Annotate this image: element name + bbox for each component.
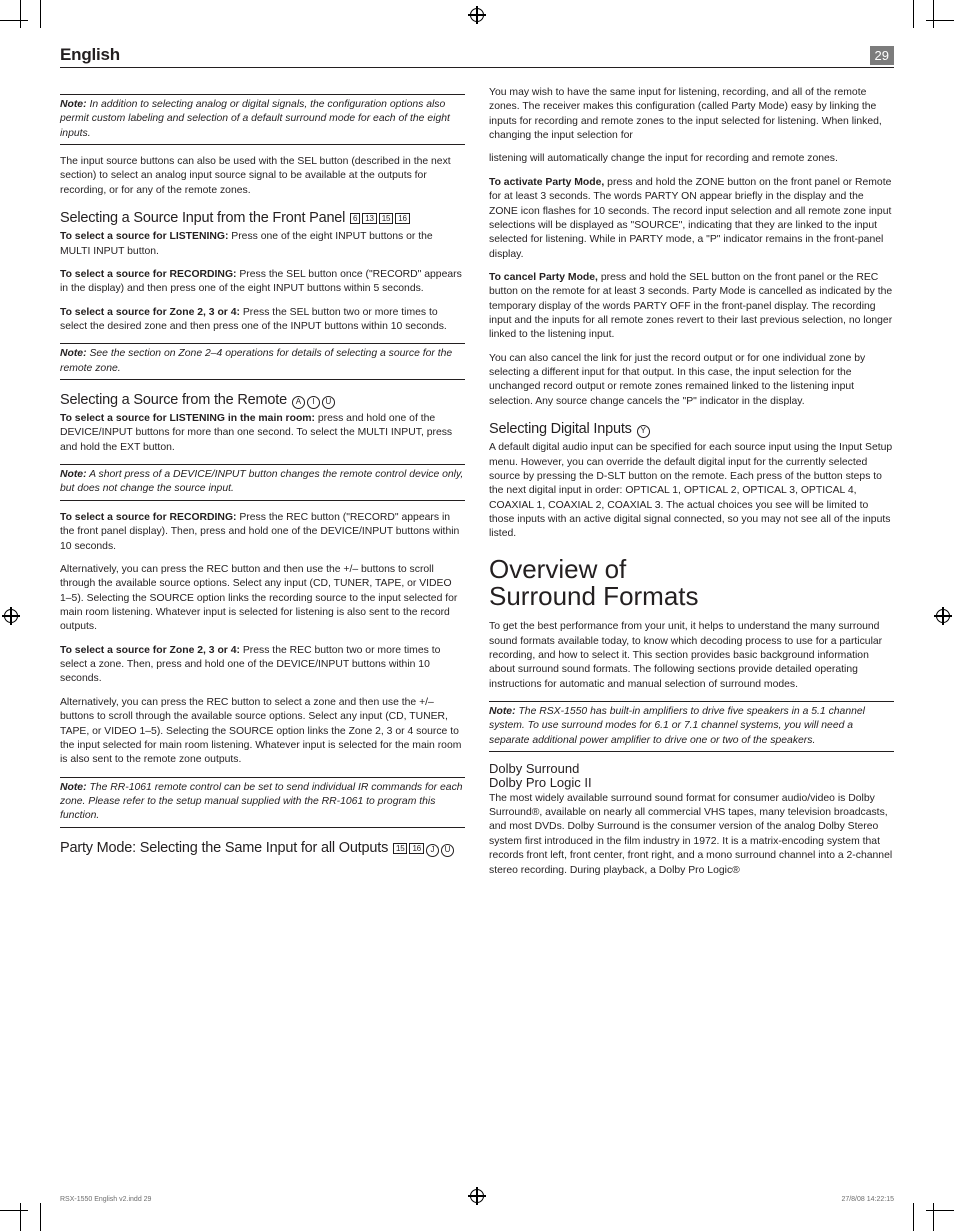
note-text: See the section on Zone 2–4 operations f… — [60, 348, 452, 373]
run-in-text: press and hold the ZONE button on the fr… — [489, 177, 891, 260]
registration-mark-icon — [2, 607, 20, 625]
crop-mark — [40, 1203, 41, 1231]
ref-box-icon: 16 — [395, 213, 410, 224]
note-label: Note: — [489, 706, 516, 717]
note-box: Note: In addition to selecting analog or… — [60, 94, 465, 145]
crop-mark — [913, 0, 914, 28]
section-heading: Selecting a Source from the Remote AIU — [60, 390, 465, 410]
note-label: Note: — [60, 99, 87, 110]
crop-mark — [913, 1203, 914, 1231]
section-heading: Selecting a Source Input from the Front … — [60, 208, 465, 228]
body-para: To select a source for Zone 2, 3 or 4: P… — [60, 644, 465, 687]
crop-mark — [20, 0, 21, 28]
ref-circle-icon: I — [307, 396, 320, 409]
note-box: Note: See the section on Zone 2–4 operat… — [60, 343, 465, 380]
footer-timestamp: 27/8/08 14:22:15 — [841, 1196, 894, 1203]
run-in-bold: To select a source for RECORDING: — [60, 269, 236, 280]
body-para: Alternatively, you can press the REC but… — [60, 696, 465, 768]
registration-mark-icon — [468, 6, 486, 24]
crop-mark — [0, 20, 28, 21]
body-columns: Note: In addition to selecting analog or… — [60, 86, 894, 878]
body-para: A default digital audio input can be spe… — [489, 441, 894, 542]
note-label: Note: — [60, 348, 87, 359]
ref-circle-icon: Y — [637, 425, 650, 438]
note-box: Note: A short press of a DEVICE/INPUT bu… — [60, 464, 465, 501]
crop-mark — [933, 1203, 934, 1231]
body-para: To select a source for LISTENING: Press … — [60, 230, 465, 259]
page-footer: RSX-1550 English v2.indd 29 27/8/08 14:2… — [60, 1196, 894, 1203]
run-in-bold: To select a source for Zone 2, 3 or 4: — [60, 645, 240, 656]
crop-mark — [20, 1203, 21, 1231]
ref-box-icon: 16 — [409, 843, 424, 854]
note-text: The RR-1061 remote control can be set to… — [60, 782, 463, 822]
body-para: To select a source for RECORDING: Press … — [60, 268, 465, 297]
section-title: Party Mode: Selecting the Same Input for… — [60, 840, 392, 856]
body-para: To select a source for Zone 2, 3 or 4: P… — [60, 306, 465, 335]
run-in-bold: To select a source for LISTENING in the … — [60, 413, 315, 424]
page-header: English 29 — [60, 45, 894, 68]
body-para: To select a source for RECORDING: Press … — [60, 511, 465, 554]
note-text: In addition to selecting analog or digit… — [60, 99, 450, 139]
footer-filename: RSX-1550 English v2.indd 29 — [60, 1196, 151, 1203]
section-heading: Party Mode: Selecting the Same Input for… — [60, 838, 465, 858]
sub-heading-line: Dolby Pro Logic II — [489, 775, 592, 790]
body-para: Alternatively, you can press the REC but… — [60, 563, 465, 635]
crop-mark — [0, 1210, 28, 1211]
note-label: Note: — [60, 469, 87, 480]
registration-mark-icon — [934, 607, 952, 625]
crop-mark — [926, 1210, 954, 1211]
note-box: Note: The RR-1061 remote control can be … — [60, 777, 465, 828]
note-text: A short press of a DEVICE/INPUT button c… — [60, 469, 463, 494]
sub-heading: Dolby Surround Dolby Pro Logic II — [489, 762, 894, 791]
ref-box-icon: 6 — [350, 213, 360, 224]
note-box: Note: The RSX-1550 has built-in amplifie… — [489, 701, 894, 752]
crop-mark — [926, 20, 954, 21]
body-para: To activate Party Mode, press and hold t… — [489, 176, 894, 262]
page-number: 29 — [870, 46, 894, 65]
body-para: To select a source for LISTENING in the … — [60, 412, 465, 455]
run-in-bold: To select a source for RECORDING: — [60, 512, 236, 523]
language-label: English — [60, 45, 120, 65]
section-title: Selecting Digital Inputs — [489, 421, 636, 437]
body-para: listening will automatically change the … — [489, 152, 894, 166]
run-in-bold: To select a source for Zone 2, 3 or 4: — [60, 307, 240, 318]
page: English 29 Note: In addition to selectin… — [0, 0, 954, 1231]
ref-circle-icon: A — [292, 396, 305, 409]
body-para: You may wish to have the same input for … — [489, 86, 894, 143]
ref-box-icon: 15 — [379, 213, 394, 224]
note-label: Note: — [60, 782, 87, 793]
ref-box-icon: 13 — [362, 213, 377, 224]
section-title: Selecting a Source from the Remote — [60, 392, 291, 408]
section-heading: Selecting Digital Inputs Y — [489, 419, 894, 439]
crop-mark — [933, 0, 934, 28]
body-para: You can also cancel the link for just th… — [489, 352, 894, 409]
body-para: To get the best performance from your un… — [489, 620, 894, 692]
run-in-bold: To activate Party Mode, — [489, 177, 604, 188]
section-title: Selecting a Source Input from the Front … — [60, 210, 349, 226]
major-heading-line: Overview of — [489, 554, 626, 584]
ref-box-icon: 15 — [393, 843, 408, 854]
ref-circle-icon: J — [426, 844, 439, 857]
sub-heading-line: Dolby Surround — [489, 761, 579, 776]
run-in-bold: To cancel Party Mode, — [489, 272, 598, 283]
body-para: The most widely available surround sound… — [489, 792, 894, 878]
ref-circle-icon: U — [322, 396, 335, 409]
crop-mark — [40, 0, 41, 28]
run-in-bold: To select a source for LISTENING: — [60, 231, 228, 242]
major-heading: Overview of Surround Formats — [489, 556, 894, 611]
note-text: The RSX-1550 has built-in amplifiers to … — [489, 706, 865, 746]
ref-circle-icon: U — [441, 844, 454, 857]
body-para: The input source buttons can also be use… — [60, 155, 465, 198]
major-heading-line: Surround Formats — [489, 581, 699, 611]
body-para: To cancel Party Mode, press and hold the… — [489, 271, 894, 343]
